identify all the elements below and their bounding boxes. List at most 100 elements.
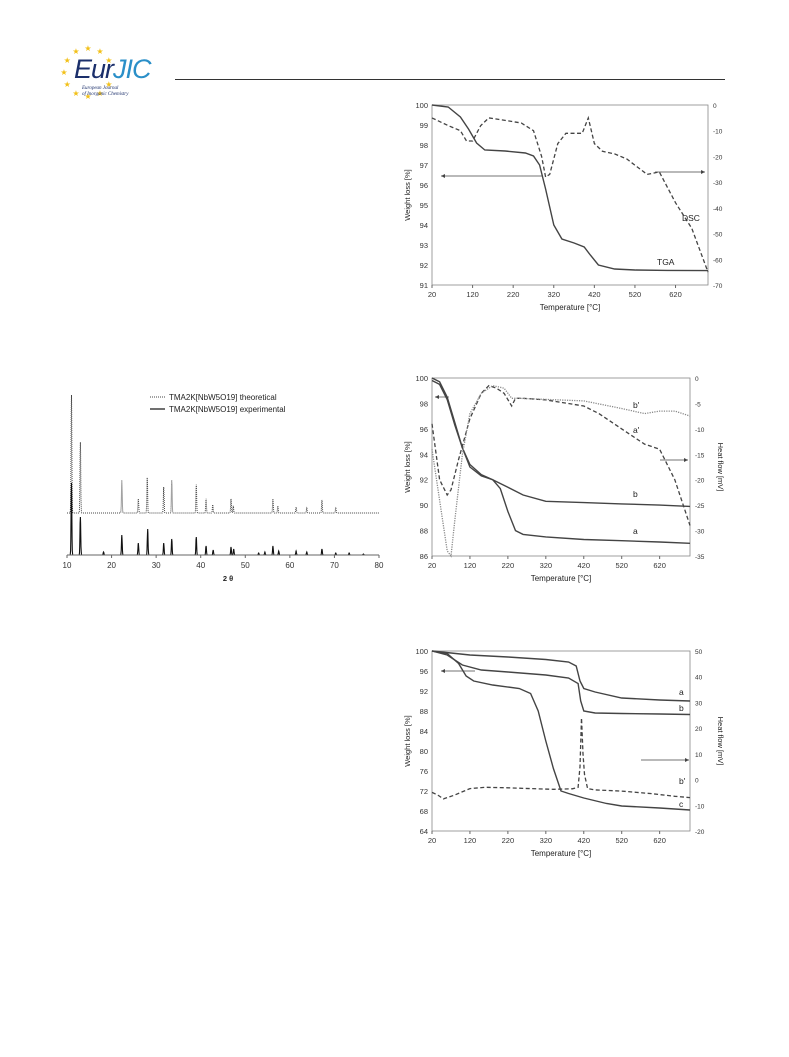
star-icon: ★ xyxy=(60,68,67,77)
y2-tick-label: -20 xyxy=(695,478,705,485)
y2-tick-label: 0 xyxy=(713,103,717,110)
x-axis-label: Temperature [°C] xyxy=(531,574,592,583)
x-tick-label: 80 xyxy=(375,561,384,570)
y-tick-label: 64 xyxy=(420,827,428,836)
series-line-b- xyxy=(431,384,691,558)
series-line-a- xyxy=(431,384,691,526)
y-tick-label: 95 xyxy=(420,201,428,210)
series-label: a' xyxy=(633,425,640,435)
x-tick-label: 320 xyxy=(540,561,553,570)
x-tick-label: 20 xyxy=(428,836,436,845)
y-axis-label: Weight loss [%] xyxy=(403,169,412,221)
y2-tick-label: 10 xyxy=(695,752,703,759)
x-tick-label: 20 xyxy=(428,561,436,570)
y-tick-label: 92 xyxy=(420,476,428,485)
x-tick-label: 620 xyxy=(669,290,682,299)
y-axis-label: Weight loss [%] xyxy=(403,441,412,493)
y-tick-label: 97 xyxy=(420,161,428,170)
legend-label-experimental: TMA2K[NbW5O19] experimental xyxy=(169,405,286,414)
series-label: b xyxy=(633,489,638,499)
x-tick-label: 60 xyxy=(285,561,294,570)
y-tick-label: 98 xyxy=(420,141,428,150)
star-icon: ★ xyxy=(64,56,71,65)
x-tick-label: 220 xyxy=(502,836,515,845)
y-tick-label: 84 xyxy=(420,727,428,736)
y2-axis-label: Heat flow [mV] xyxy=(716,717,725,766)
x-tick-label: 70 xyxy=(330,561,339,570)
series-line-b- xyxy=(431,717,691,800)
y-tick-label: 96 xyxy=(420,667,428,676)
y-tick-label: 96 xyxy=(420,181,428,190)
arrow-head xyxy=(441,669,445,673)
x-tick-label: 320 xyxy=(540,836,553,845)
series-label: b xyxy=(679,703,684,713)
y-tick-label: 90 xyxy=(420,501,428,510)
series-label: DSC xyxy=(682,213,700,223)
y2-tick-label: -35 xyxy=(695,554,705,561)
series-label: a xyxy=(679,687,684,697)
y-tick-label: 98 xyxy=(420,399,428,408)
logo-wordmark: EurJIC xyxy=(74,54,152,85)
y2-tick-label: -25 xyxy=(695,503,705,510)
y-tick-label: 72 xyxy=(420,787,428,796)
x-tick-label: 520 xyxy=(629,290,642,299)
x-tick-label: 320 xyxy=(548,290,561,299)
y2-tick-label: -70 xyxy=(713,283,723,290)
x-tick-label: 620 xyxy=(653,836,666,845)
y2-tick-label: -15 xyxy=(695,452,705,459)
header-rule xyxy=(175,79,725,80)
y2-tick-label: -60 xyxy=(713,257,723,264)
tga-heatflow-chart-2: 20 120 220 320 420 520 620 64 68 72 76 80 84 88 92 96 10… xyxy=(403,647,725,858)
star-icon: ★ xyxy=(96,89,103,98)
logo-eur: Eur xyxy=(74,54,114,84)
x-tick-label: 10 xyxy=(63,561,72,570)
y2-tick-label: -20 xyxy=(713,154,723,161)
y-tick-label: 92 xyxy=(420,261,428,270)
y-tick-label: 91 xyxy=(420,281,428,290)
y-tick-label: 92 xyxy=(420,687,428,696)
series-line-a xyxy=(431,650,691,702)
x-tick-label: 40 xyxy=(196,561,205,570)
y2-tick-label: -20 xyxy=(695,829,705,836)
y2-tick-label: -50 xyxy=(713,232,723,239)
x-axis-label: Temperature [°C] xyxy=(531,849,592,858)
logo-subtitle: European Journal of Inorganic Chemistry xyxy=(82,86,128,98)
y-tick-label: 80 xyxy=(420,747,428,756)
logo-jic: JIC xyxy=(113,54,151,84)
x-tick-label: 220 xyxy=(507,290,520,299)
y-axis-label: Weight loss [%] xyxy=(403,715,412,767)
logo-sub-line2: of Inorganic Chemistry xyxy=(82,92,129,97)
x-axis-label: Temperature [°C] xyxy=(540,303,601,312)
arrow-head xyxy=(435,395,439,399)
y2-tick-label: -10 xyxy=(713,129,723,136)
x-tick-label: 420 xyxy=(588,290,601,299)
plot-frame xyxy=(431,377,691,557)
star-icon: ★ xyxy=(72,89,79,98)
xrd-pattern-chart: 10 20 30 40 50 60 70 80 2 θ TMA2K[NbW5O19] theore… xyxy=(63,393,384,583)
star-ring-icon: ★ ★★★★★★★★★★ xyxy=(60,44,112,100)
y-tick-label: 94 xyxy=(420,221,428,230)
star-icon: ★ xyxy=(105,80,112,89)
tga-dsc-chart: 20 120 220 320 420 520 620 91 92 93 94 95 96 97 98 99 10… xyxy=(403,101,723,312)
plot-frame xyxy=(431,104,709,286)
x-tick-label: 20 xyxy=(107,561,116,570)
star-icon: ★ xyxy=(96,47,103,56)
y2-tick-label: 40 xyxy=(695,675,703,682)
series-line-b xyxy=(431,650,691,716)
series-label: a xyxy=(633,526,638,536)
y2-tick-label: 0 xyxy=(695,778,699,785)
x-tick-label: 120 xyxy=(464,561,477,570)
arrow-head xyxy=(701,170,705,174)
arrow-head xyxy=(684,458,688,462)
series-line-b xyxy=(431,379,691,508)
y2-tick-label: 20 xyxy=(695,726,703,733)
x-tick-label: 520 xyxy=(615,836,628,845)
x-tick-label: 420 xyxy=(578,836,591,845)
y-tick-label: 86 xyxy=(420,552,428,561)
x-tick-label: 30 xyxy=(152,561,161,570)
y-tick-label: 88 xyxy=(420,707,428,716)
series-line-tga xyxy=(431,104,709,272)
plot-frame xyxy=(431,650,691,832)
star-icon: ★ xyxy=(84,44,91,53)
y2-tick-label: -10 xyxy=(695,427,705,434)
